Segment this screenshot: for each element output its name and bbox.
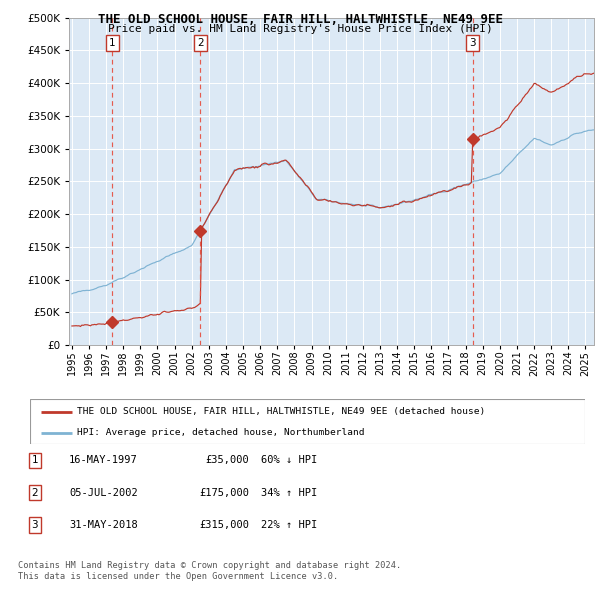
- Text: 16-MAY-1997: 16-MAY-1997: [69, 455, 138, 465]
- Text: 2: 2: [197, 38, 204, 48]
- Text: 22% ↑ HPI: 22% ↑ HPI: [261, 520, 317, 530]
- Text: 05-JUL-2002: 05-JUL-2002: [69, 488, 138, 497]
- Text: £175,000: £175,000: [199, 488, 249, 497]
- Text: THE OLD SCHOOL HOUSE, FAIR HILL, HALTWHISTLE, NE49 9EE: THE OLD SCHOOL HOUSE, FAIR HILL, HALTWHI…: [97, 13, 503, 26]
- Text: 3: 3: [469, 38, 476, 48]
- Text: 31-MAY-2018: 31-MAY-2018: [69, 520, 138, 530]
- Text: 2: 2: [31, 488, 38, 497]
- Text: 34% ↑ HPI: 34% ↑ HPI: [261, 488, 317, 497]
- Text: 1: 1: [109, 38, 116, 48]
- Text: £35,000: £35,000: [205, 455, 249, 465]
- Text: 3: 3: [31, 520, 38, 530]
- Text: HPI: Average price, detached house, Northumberland: HPI: Average price, detached house, Nort…: [77, 428, 365, 437]
- Text: £315,000: £315,000: [199, 520, 249, 530]
- Text: THE OLD SCHOOL HOUSE, FAIR HILL, HALTWHISTLE, NE49 9EE (detached house): THE OLD SCHOOL HOUSE, FAIR HILL, HALTWHI…: [77, 407, 485, 417]
- Text: This data is licensed under the Open Government Licence v3.0.: This data is licensed under the Open Gov…: [18, 572, 338, 581]
- Text: 1: 1: [31, 455, 38, 465]
- Text: Contains HM Land Registry data © Crown copyright and database right 2024.: Contains HM Land Registry data © Crown c…: [18, 560, 401, 569]
- Text: 60% ↓ HPI: 60% ↓ HPI: [261, 455, 317, 465]
- Text: Price paid vs. HM Land Registry's House Price Index (HPI): Price paid vs. HM Land Registry's House …: [107, 24, 493, 34]
